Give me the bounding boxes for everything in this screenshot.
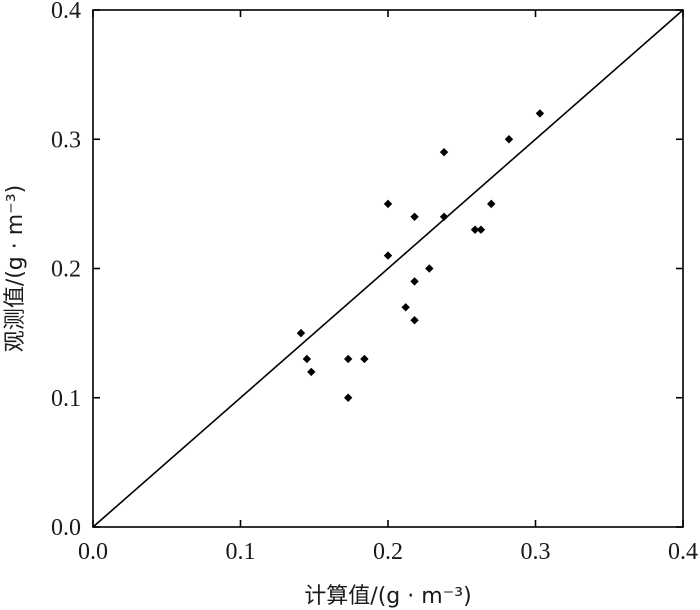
x-axis-title: 计算值/(g · m⁻³)	[304, 584, 471, 609]
data-point	[296, 328, 306, 338]
data-point	[343, 354, 353, 364]
data-point	[343, 393, 353, 402]
y-tick-label: 0.3	[51, 127, 81, 153]
data-point	[383, 251, 393, 260]
data-point	[410, 277, 419, 286]
data-point	[307, 367, 316, 377]
data-point	[383, 199, 393, 209]
y-tick-label: 0.1	[51, 386, 81, 412]
data-point	[360, 354, 369, 364]
data-point	[535, 109, 545, 118]
y-axis-title: 观测值/(g · m⁻³)	[3, 185, 28, 352]
data-points	[296, 109, 545, 402]
axis-ticks: 0.0 0.1 0.2 0.3 0.4 0.0 0.1 0.2 0.3 0.4	[51, 0, 698, 565]
x-tick-label: 0.3	[521, 539, 551, 565]
y-tick-label: 0.4	[51, 0, 81, 24]
data-point	[487, 199, 496, 209]
data-point	[410, 212, 419, 221]
data-point	[470, 225, 480, 234]
y-tick-label: 0.2	[51, 257, 81, 283]
data-point	[425, 264, 434, 273]
data-point	[439, 212, 449, 221]
data-point	[401, 303, 410, 312]
data-point	[504, 135, 514, 144]
data-point	[410, 316, 419, 325]
data-point	[439, 147, 449, 157]
reference-line-1to1	[92, 9, 684, 528]
x-tick-label: 0.4	[668, 539, 698, 565]
x-tick-label: 0.0	[78, 539, 108, 565]
x-tick-label: 0.2	[373, 539, 403, 565]
data-point	[476, 225, 486, 234]
x-tick-label: 0.1	[226, 539, 256, 565]
y-tick-label: 0.0	[51, 515, 81, 541]
plot-area	[92, 9, 684, 528]
data-point	[302, 354, 312, 364]
